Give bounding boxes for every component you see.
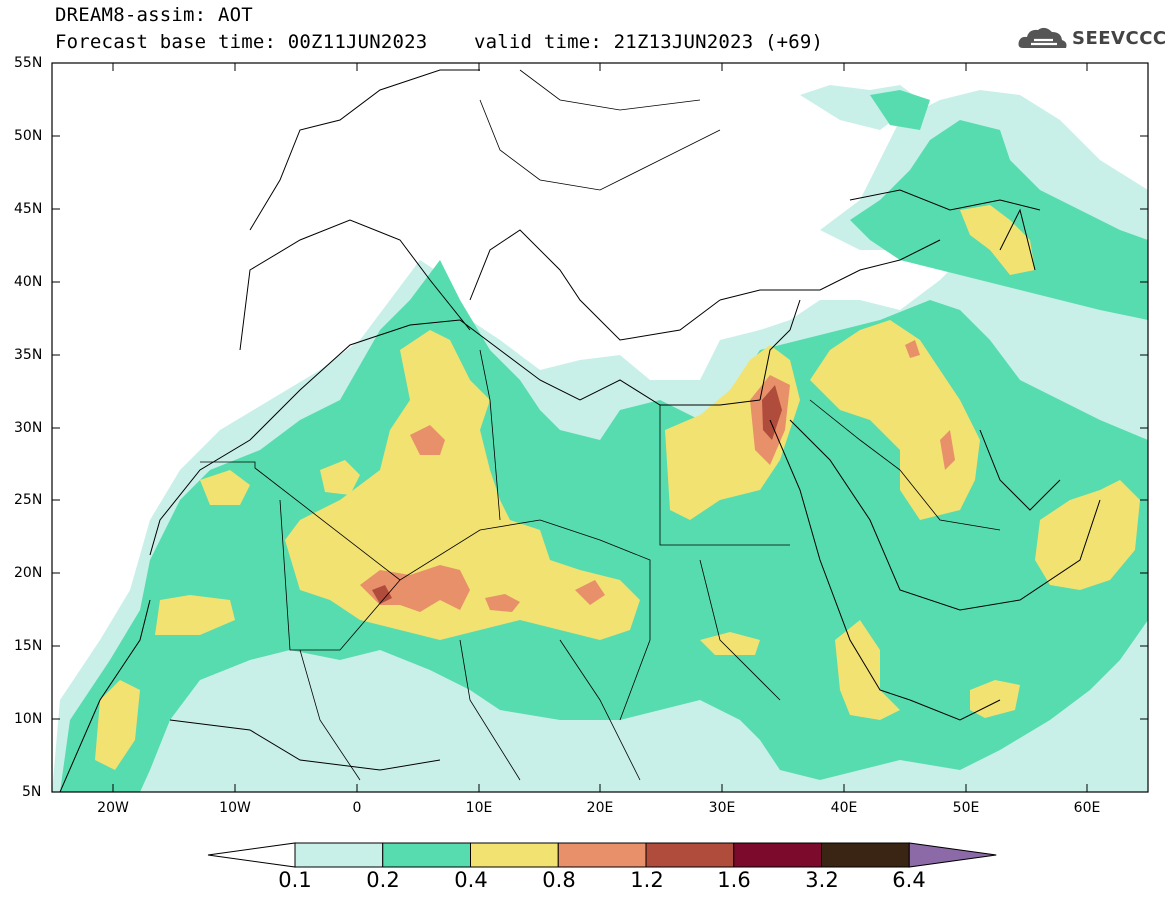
lon-label-40e: 40E — [830, 800, 858, 816]
lon-label-10e: 10E — [465, 800, 493, 816]
lat-label-20n: 20N — [14, 565, 43, 581]
colorbar-label-0-8: 0.8 — [542, 868, 576, 892]
aot-level-1-2 — [372, 385, 782, 604]
lat-label-25n: 25N — [14, 492, 43, 508]
colorbar-label-1-6: 1.6 — [717, 868, 751, 892]
lat-label-50n: 50N — [14, 128, 43, 144]
lat-label-30n: 30N — [14, 420, 43, 436]
lat-label-55n: 55N — [14, 55, 43, 71]
colorbar-label-0-4: 0.4 — [454, 868, 488, 892]
colorbar-label-0-1: 0.1 — [278, 868, 312, 892]
lon-label-60e: 60E — [1073, 800, 1101, 816]
colorbar-label-0-2: 0.2 — [366, 868, 400, 892]
map-title: DREAM8-assim: AOT — [55, 4, 253, 26]
lat-label-45n: 45N — [14, 201, 43, 217]
lon-label-10w: 10W — [219, 800, 251, 816]
colorbar-label-3-2: 3.2 — [805, 868, 839, 892]
coastlines — [59, 69, 1101, 792]
colorbar-label-6-4: 6.4 — [892, 868, 926, 892]
lon-label-0: 0 — [352, 800, 362, 816]
colorbar-label-1-2: 1.2 — [630, 868, 664, 892]
lon-label-50e: 50E — [952, 800, 980, 816]
lat-ticks — [52, 62, 1148, 720]
brand-logo-text: SEEVCCC — [1072, 28, 1165, 49]
cloud-icon — [1018, 27, 1067, 48]
lon-label-20w: 20W — [97, 800, 129, 816]
lat-label-15n: 15N — [14, 638, 43, 654]
lat-label-35n: 35N — [14, 347, 43, 363]
forecast-time-line: Forecast base time: 00Z11JUN2023 valid t… — [55, 31, 824, 53]
lat-label-40n: 40N — [14, 274, 43, 290]
country-borders — [200, 69, 1001, 781]
lon-label-20e: 20E — [586, 800, 614, 816]
lat-label-10n: 10N — [14, 711, 43, 727]
lat-label-5n: 5N — [22, 784, 42, 800]
lon-label-30e: 30E — [708, 800, 736, 816]
lon-ticks — [112, 63, 1088, 792]
